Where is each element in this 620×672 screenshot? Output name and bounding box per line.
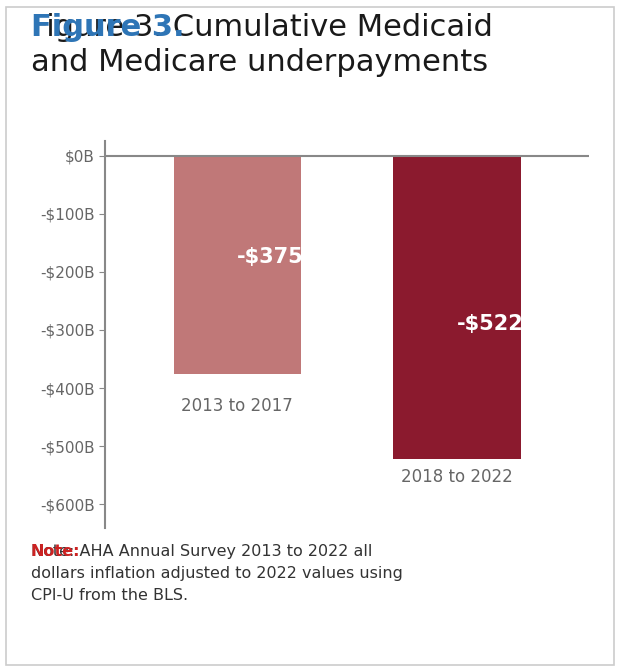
- Text: -$375B: -$375B: [237, 247, 320, 267]
- Text: -$522B: -$522B: [457, 314, 540, 334]
- Bar: [393, 156, 521, 459]
- Text: 2013 to 2017: 2013 to 2017: [182, 396, 293, 415]
- Text: Note: AHA Annual Survey 2013 to 2022 all
dollars inflation adjusted to 2022 valu: Note: AHA Annual Survey 2013 to 2022 all…: [31, 544, 403, 603]
- Text: Figure 3.: Figure 3.: [31, 13, 185, 42]
- Text: Figure 3. Cumulative Medicaid
and Medicare underpayments: Figure 3. Cumulative Medicaid and Medica…: [31, 13, 493, 77]
- Bar: [174, 156, 301, 374]
- Text: Note:: Note:: [31, 544, 81, 559]
- Text: 2018 to 2022: 2018 to 2022: [401, 468, 513, 487]
